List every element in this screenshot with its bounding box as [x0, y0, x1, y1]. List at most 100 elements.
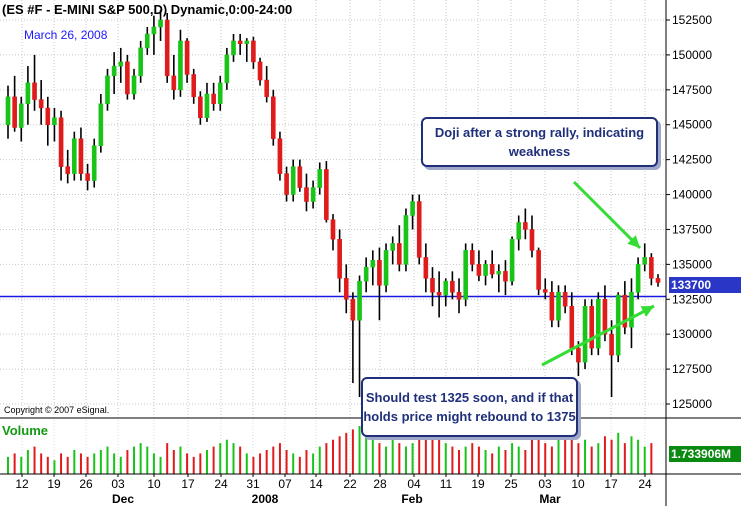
candle-body: [383, 250, 389, 286]
candle-body: [18, 103, 24, 128]
volume-bar: [497, 446, 500, 474]
candle-body: [576, 347, 581, 363]
candle-body: [489, 264, 495, 275]
volume-bar: [431, 432, 434, 474]
x-tick-label: 03: [538, 477, 552, 491]
volume-bar: [86, 456, 89, 474]
candle-body: [178, 40, 183, 91]
candle-body: [144, 33, 150, 49]
candle-body: [231, 40, 236, 56]
volume-bar: [7, 456, 9, 474]
support-test-callout-text: Should test 1325 soon, and if that holds…: [363, 390, 576, 424]
candle-body: [91, 145, 97, 181]
x-tick-label: 19: [47, 477, 61, 491]
volume-bar: [544, 443, 547, 474]
candle-body: [350, 299, 356, 321]
candle-body: [523, 222, 528, 230]
candle-body: [98, 103, 104, 146]
candle-body: [65, 166, 71, 174]
volume-bar: [13, 453, 16, 474]
candle-body: [45, 107, 51, 125]
volume-bar: [252, 456, 255, 474]
x-tick-label: 12: [15, 477, 29, 491]
candle-body: [649, 257, 654, 279]
volume-bar: [411, 443, 414, 474]
y-tick-label: 145000: [672, 118, 712, 132]
volume-bar: [73, 450, 76, 474]
volume-bar: [610, 439, 613, 474]
candle-body: [357, 280, 362, 321]
candle-body: [224, 54, 230, 84]
volume-bar: [570, 436, 573, 474]
x-tick-label: 17: [604, 477, 618, 491]
copyright-text: Copyright © 2007 eSignal.: [4, 405, 110, 415]
volume-bar: [166, 443, 169, 474]
volume-bar: [590, 446, 593, 474]
volume-bar: [192, 456, 195, 474]
candle-body: [642, 257, 648, 265]
candle-body: [32, 82, 37, 100]
candle-body: [562, 292, 568, 307]
volume-bar: [146, 446, 149, 474]
candle-body: [536, 250, 541, 290]
x-tick-label: 07: [278, 477, 292, 491]
volume-bar: [418, 439, 421, 474]
volume-bar: [199, 453, 202, 474]
volume-bar: [345, 432, 348, 474]
support-test-callout: Should test 1325 soon, and if that holds…: [361, 377, 578, 437]
volume-bar: [557, 439, 560, 474]
volume-bar: [603, 436, 606, 474]
volume-bar: [477, 446, 480, 474]
candle-body: [483, 264, 488, 276]
candle-body: [509, 238, 515, 282]
candle-body: [304, 187, 309, 202]
x-tick-label: 28: [373, 477, 387, 491]
candle-body: [330, 219, 336, 240]
candle-body: [171, 75, 177, 91]
volume-bar: [99, 450, 102, 474]
volume-bar: [404, 446, 407, 474]
candle-body: [111, 65, 117, 77]
candle-body: [72, 138, 77, 174]
x-tick-label: 24: [214, 477, 228, 491]
volume-bar: [232, 443, 235, 474]
volume-bar: [650, 443, 653, 474]
doji-callout: Doji after a strong rally, indicating we…: [421, 117, 658, 167]
chart-date: March 26, 2008: [24, 28, 108, 42]
candle-body: [324, 169, 329, 220]
candle-body: [58, 117, 64, 167]
candle-body: [290, 166, 296, 195]
volume-label: Volume: [2, 423, 48, 438]
volume-bar: [60, 453, 63, 474]
x-tick-label: 19: [471, 477, 485, 491]
candle-body: [78, 138, 84, 174]
volume-bar: [385, 446, 388, 474]
candle-body: [118, 61, 124, 67]
candle-body: [416, 201, 422, 258]
candle-body: [151, 26, 157, 35]
volume-bar: [285, 450, 288, 474]
candle-body: [204, 93, 210, 118]
x-tick-label: 10: [147, 477, 161, 491]
candle-body: [363, 266, 369, 282]
volume-bar: [245, 453, 248, 474]
candle-body: [503, 271, 508, 282]
x-tick-label: 25: [504, 477, 518, 491]
x-tick-label: 14: [309, 477, 323, 491]
volume-bar: [584, 439, 587, 474]
candle-body: [476, 264, 482, 276]
volume-bar: [40, 453, 43, 474]
candle-body: [469, 250, 475, 265]
volume-bar: [93, 453, 96, 474]
y-tick-label: 132500: [672, 292, 712, 306]
volume-bar: [139, 443, 142, 474]
grid-layer: [0, 0, 666, 474]
volume-bar: [278, 443, 281, 474]
volume-bar: [358, 426, 361, 474]
x-period-label: 2008: [252, 492, 279, 506]
volume-bar: [265, 450, 268, 474]
candle-body: [158, 19, 163, 28]
candle-body: [569, 306, 575, 349]
